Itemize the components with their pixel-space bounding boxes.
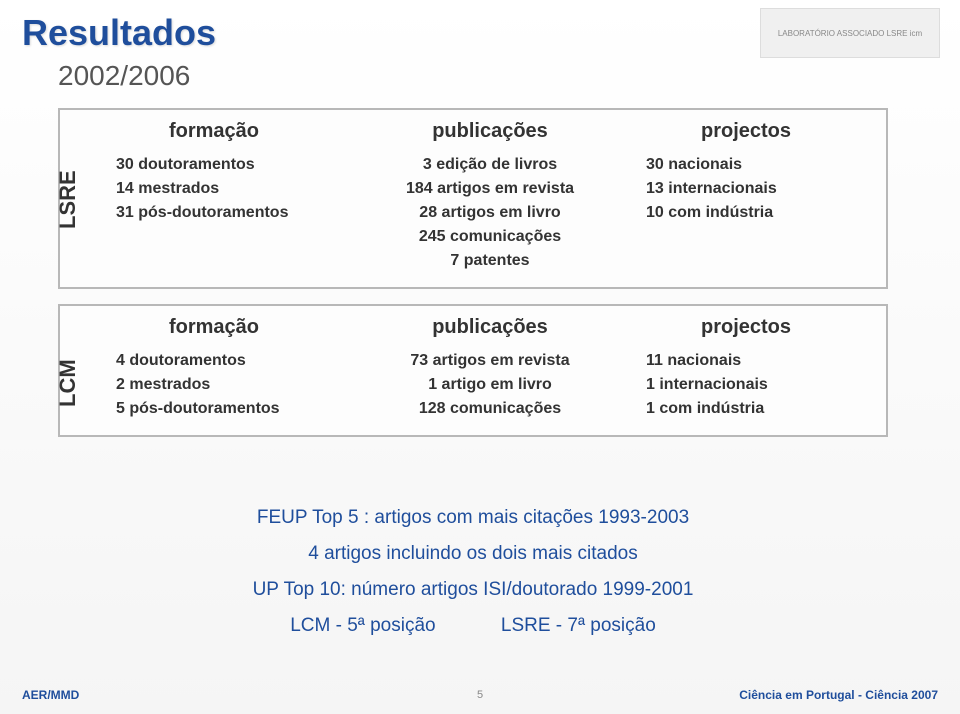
footer-right: Ciência em Portugal - Ciência 2007	[739, 688, 938, 702]
box2-col1: 4 doutoramentos 2 mestrados 5 pós-doutor…	[76, 349, 352, 421]
header-publicacoes: publicações	[352, 316, 628, 339]
header-formacao: formação	[76, 120, 352, 143]
cell: 1 com indústria	[646, 397, 864, 421]
blue-line: FEUP Top 5 : artigos com mais citações 1…	[58, 500, 888, 536]
cell: 28 artigos em livro	[352, 201, 628, 225]
cell: 7 patentes	[352, 249, 628, 273]
cell: 128 comunicações	[352, 397, 628, 421]
box1-col2: 3 edição de livros 184 artigos em revist…	[352, 153, 628, 273]
cell: 10 com indústria	[646, 201, 864, 225]
page-subtitle: 2002/2006	[58, 60, 190, 92]
box2-col3: 11 nacionais 1 internacionais 1 com indú…	[628, 349, 864, 421]
cell: 73 artigos em revista	[352, 349, 628, 373]
cell: 1 artigo em livro	[352, 373, 628, 397]
logo-area: LABORATÓRIO ASSOCIADO LSRE icm	[760, 8, 940, 58]
cell: 30 nacionais	[646, 153, 864, 177]
cell: 245 comunicações	[352, 225, 628, 249]
lsre-box: LSRE formação publicações projectos 30 d…	[58, 108, 888, 289]
box2-headers: formação publicações projectos	[76, 316, 870, 339]
citations-block: FEUP Top 5 : artigos com mais citações 1…	[58, 500, 888, 644]
box1-headers: formação publicações projectos	[76, 120, 870, 143]
cell: 2 mestrados	[116, 373, 352, 397]
box2-col2: 73 artigos em revista 1 artigo em livro …	[352, 349, 628, 421]
footer-left: AER/MMD	[22, 688, 79, 702]
header-projectos: projectos	[628, 120, 864, 143]
blue-line: UP Top 10: número artigos ISI/doutorado …	[58, 572, 888, 608]
lsre-position: LSRE - 7ª posição	[501, 615, 656, 636]
lsre-side-label: LSRE	[55, 170, 81, 229]
cell: 1 internacionais	[646, 373, 864, 397]
blue-line: LCM - 5ª posição LSRE - 7ª posição	[58, 608, 888, 644]
cell: 14 mestrados	[116, 177, 352, 201]
cell: 4 doutoramentos	[116, 349, 352, 373]
box1-content: 30 doutoramentos 14 mestrados 31 pós-dou…	[76, 153, 870, 273]
blue-line: 4 artigos incluindo os dois mais citados	[58, 536, 888, 572]
box1-col3: 30 nacionais 13 internacionais 10 com in…	[628, 153, 864, 225]
cell: 13 internacionais	[646, 177, 864, 201]
box2-content: 4 doutoramentos 2 mestrados 5 pós-doutor…	[76, 349, 870, 421]
lcm-position: LCM - 5ª posição	[290, 608, 435, 644]
cell: 11 nacionais	[646, 349, 864, 373]
header-formacao: formação	[76, 316, 352, 339]
cell: 30 doutoramentos	[116, 153, 352, 177]
footer: AER/MMD 5 Ciência em Portugal - Ciência …	[0, 684, 960, 706]
cell: 5 pós-doutoramentos	[116, 397, 352, 421]
box1-col1: 30 doutoramentos 14 mestrados 31 pós-dou…	[76, 153, 352, 225]
lcm-box: LCM formação publicações projectos 4 dou…	[58, 304, 888, 437]
cell: 3 edição de livros	[352, 153, 628, 177]
page-title: Resultados	[22, 12, 216, 54]
cell: 31 pós-doutoramentos	[116, 201, 352, 225]
lcm-side-label: LCM	[55, 359, 81, 407]
header-projectos: projectos	[628, 316, 864, 339]
footer-page-number: 5	[477, 689, 483, 701]
header-publicacoes: publicações	[352, 120, 628, 143]
cell: 184 artigos em revista	[352, 177, 628, 201]
